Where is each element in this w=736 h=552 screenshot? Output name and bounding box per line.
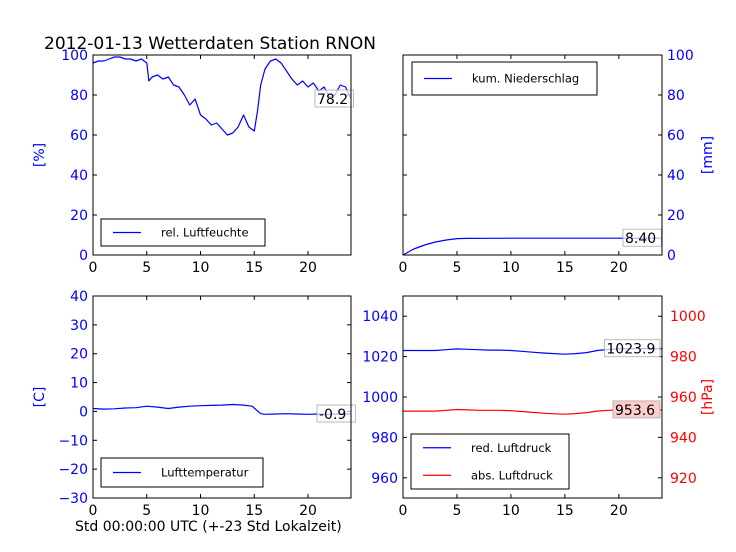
x-tick-label: 20	[299, 260, 317, 276]
x-tick-label: 20	[299, 503, 317, 519]
last-value-label: 1023.9	[606, 342, 655, 358]
last-value-label: 78.2	[317, 92, 348, 108]
y-tick-label: 20	[667, 208, 685, 224]
legend-label: abs. Luftdruck	[471, 468, 553, 482]
x-tick-label: 15	[245, 503, 263, 519]
y-axis-label: [mm]	[700, 136, 716, 174]
y-tick-label: 60	[667, 128, 685, 144]
y-tick-label: 100	[61, 48, 88, 64]
y-right-tick-label: 920	[670, 471, 697, 487]
legend-label: kum. Niederschlag	[472, 72, 579, 86]
y-tick-label: 60	[70, 128, 88, 144]
humidity-panel: 0 5 10 15 20 0 20 40 60 80 100 [%] 78.2 rel. Luftfeuc…	[32, 48, 354, 276]
last-value-label: 953.6	[615, 403, 655, 419]
last-value-label: 8.40	[625, 231, 656, 247]
y-tick-label: 1020	[362, 350, 398, 366]
x-tick-label: 5	[452, 503, 461, 519]
y-right-tick-label: 960	[670, 390, 697, 406]
y-tick-label: −30	[58, 491, 88, 507]
last-value-box	[622, 228, 662, 247]
y-tick-label: 40	[70, 289, 88, 305]
last-value-box	[604, 339, 661, 358]
y-tick-label: 40	[70, 168, 88, 184]
x-tick-label: 10	[192, 503, 210, 519]
x-tick-label: 15	[556, 260, 574, 276]
y-tick-label: 1040	[362, 309, 398, 325]
legend-label: rel. Luftfeuchte	[161, 226, 249, 240]
plot-frame	[402, 54, 663, 256]
plot-frame	[92, 295, 352, 499]
x-tick-label: 5	[142, 503, 151, 519]
y-tick-label: 80	[667, 88, 685, 104]
y-axis-label: [hPa]	[700, 379, 716, 415]
y-right-tick-label: 940	[670, 430, 697, 446]
y-tick-label: 1000	[362, 390, 398, 406]
x-tick-label: 0	[399, 260, 408, 276]
x-tick-label: 10	[502, 260, 520, 276]
x-tick-label: 10	[192, 260, 210, 276]
legend-box	[410, 433, 570, 490]
last-value-box	[612, 400, 661, 419]
figure-title: 2012-01-13 Wetterdaten Station RNON	[44, 34, 376, 54]
x-tick-label: 20	[610, 260, 628, 276]
x-tick-label: 5	[142, 260, 151, 276]
y-axis-label: [C]	[32, 387, 48, 408]
y-tick-label: 960	[371, 471, 398, 487]
temperature-panel: 0 5 10 15 20 −30 −20 −10 0 10 20 30 40 [C] -0.9 Lufttem…	[32, 289, 356, 519]
y-tick-label: 40	[667, 168, 685, 184]
y-tick-label: 100	[667, 48, 694, 64]
precip-panel: 0 5 10 15 20 0 20 40 60 80 100 [mm] 8.40 kum. Nieders…	[399, 48, 716, 276]
y-tick-label: 10	[70, 376, 88, 392]
y-right-tick-label: 980	[670, 350, 697, 366]
y-tick-label: 30	[70, 318, 88, 334]
pressure-panel: 0 5 10 15 20 960 980 1000 1020 1040 920 940 960 980 10…	[362, 295, 716, 519]
y-tick-label: 0	[667, 248, 676, 264]
y-tick-label: 20	[70, 208, 88, 224]
y-axis-label: [%]	[32, 143, 48, 167]
x-axis-label: Std 00:00:00 UTC (+-23 Std Lokalzeit)	[75, 519, 342, 535]
x-tick-label: 15	[556, 503, 574, 519]
x-tick-label: 20	[610, 503, 628, 519]
series-line-1	[402, 237, 662, 256]
x-tick-label: 0	[89, 260, 98, 276]
y-tick-label: 980	[371, 430, 398, 446]
plot-frame	[92, 54, 352, 256]
y-tick-label: 20	[70, 347, 88, 363]
y-tick-label: 80	[70, 88, 88, 104]
y-tick-label: −20	[58, 462, 88, 478]
x-tick-label: 10	[502, 503, 520, 519]
y-tick-label: 0	[79, 404, 88, 420]
y-tick-label: −10	[58, 433, 88, 449]
y-right-tick-label: 1000	[670, 309, 706, 325]
y-tick-label: 0	[79, 248, 88, 264]
last-value-box	[316, 404, 356, 423]
series-line-1	[92, 403, 351, 415]
last-value-box	[314, 89, 354, 108]
x-tick-label: 0	[89, 503, 98, 519]
legend-label: red. Luftdruck	[471, 441, 552, 455]
series-line-1	[92, 56, 352, 136]
plot-frame	[402, 295, 663, 499]
x-tick-label: 0	[399, 503, 408, 519]
legend-label: Lufttemperatur	[161, 466, 249, 480]
last-value-label: -0.9	[319, 407, 346, 423]
x-tick-label: 5	[452, 260, 461, 276]
x-tick-label: 15	[245, 260, 263, 276]
